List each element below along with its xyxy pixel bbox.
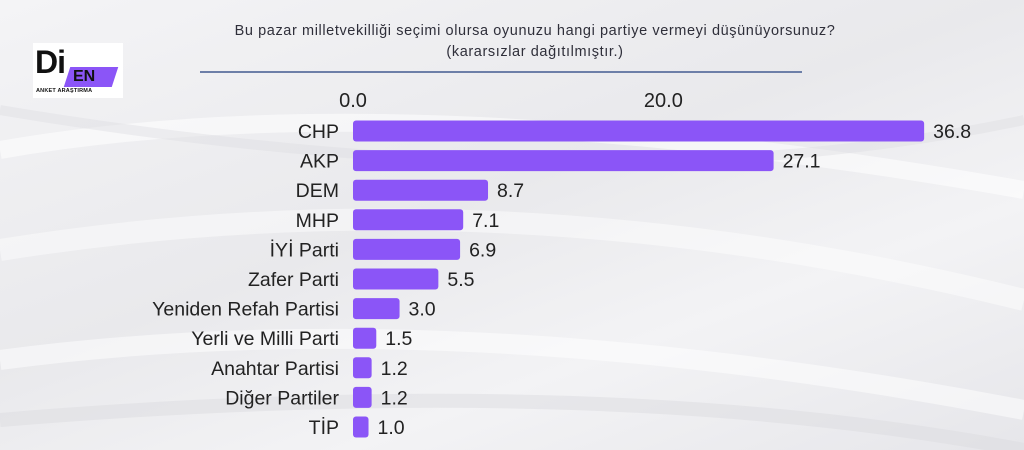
x-tick-label: 0.0 (339, 90, 367, 112)
bar (353, 179, 489, 201)
x-tick-label: 20.0 (644, 90, 683, 112)
value-label: 8.7 (497, 180, 524, 202)
category-label: DEM (296, 180, 339, 202)
value-label: 27.1 (783, 151, 821, 173)
logo-subtitle: ANKET ARAŞTIRMA (36, 88, 93, 94)
value-label: 7.1 (472, 210, 499, 232)
category-label: CHP (298, 121, 339, 143)
category-label: TİP (309, 416, 339, 439)
value-label: 5.5 (447, 269, 474, 291)
category-label: İYİ Parti (270, 238, 339, 261)
category-label: Diğer Partiler (225, 387, 339, 409)
category-label: Anahtar Partisi (211, 358, 339, 380)
category-label: Zafer Parti (248, 269, 339, 291)
bar (353, 120, 925, 142)
brand-logo: Di EN ANKET ARAŞTIRMA (33, 43, 123, 98)
logo-main-text: Di (35, 44, 66, 80)
title-divider (200, 71, 802, 73)
bar (353, 268, 439, 290)
logo-badge-text: EN (73, 68, 96, 85)
chart-title: Bu pazar milletvekilliği seçimi olursa o… (234, 23, 836, 39)
bar (353, 357, 372, 379)
chart-subtitle: (kararsızlar dağıtılmıştır.) (446, 44, 624, 60)
bar (353, 298, 400, 320)
bar (353, 238, 461, 260)
bar (353, 386, 372, 408)
bar (353, 327, 377, 349)
category-label: AKP (300, 151, 339, 173)
value-label: 36.8 (933, 121, 971, 143)
value-label: 6.9 (469, 239, 496, 261)
bar (353, 150, 774, 172)
value-label: 1.5 (385, 328, 412, 350)
value-label: 1.2 (381, 358, 408, 380)
value-label: 3.0 (409, 299, 436, 321)
category-label: Yeniden Refah Partisi (152, 299, 339, 321)
value-label: 1.2 (381, 387, 408, 409)
category-label: Yerli ve Milli Parti (191, 328, 339, 350)
value-label: 1.0 (378, 417, 405, 439)
bar (353, 416, 369, 438)
category-label: MHP (296, 210, 339, 232)
bar (353, 209, 464, 231)
